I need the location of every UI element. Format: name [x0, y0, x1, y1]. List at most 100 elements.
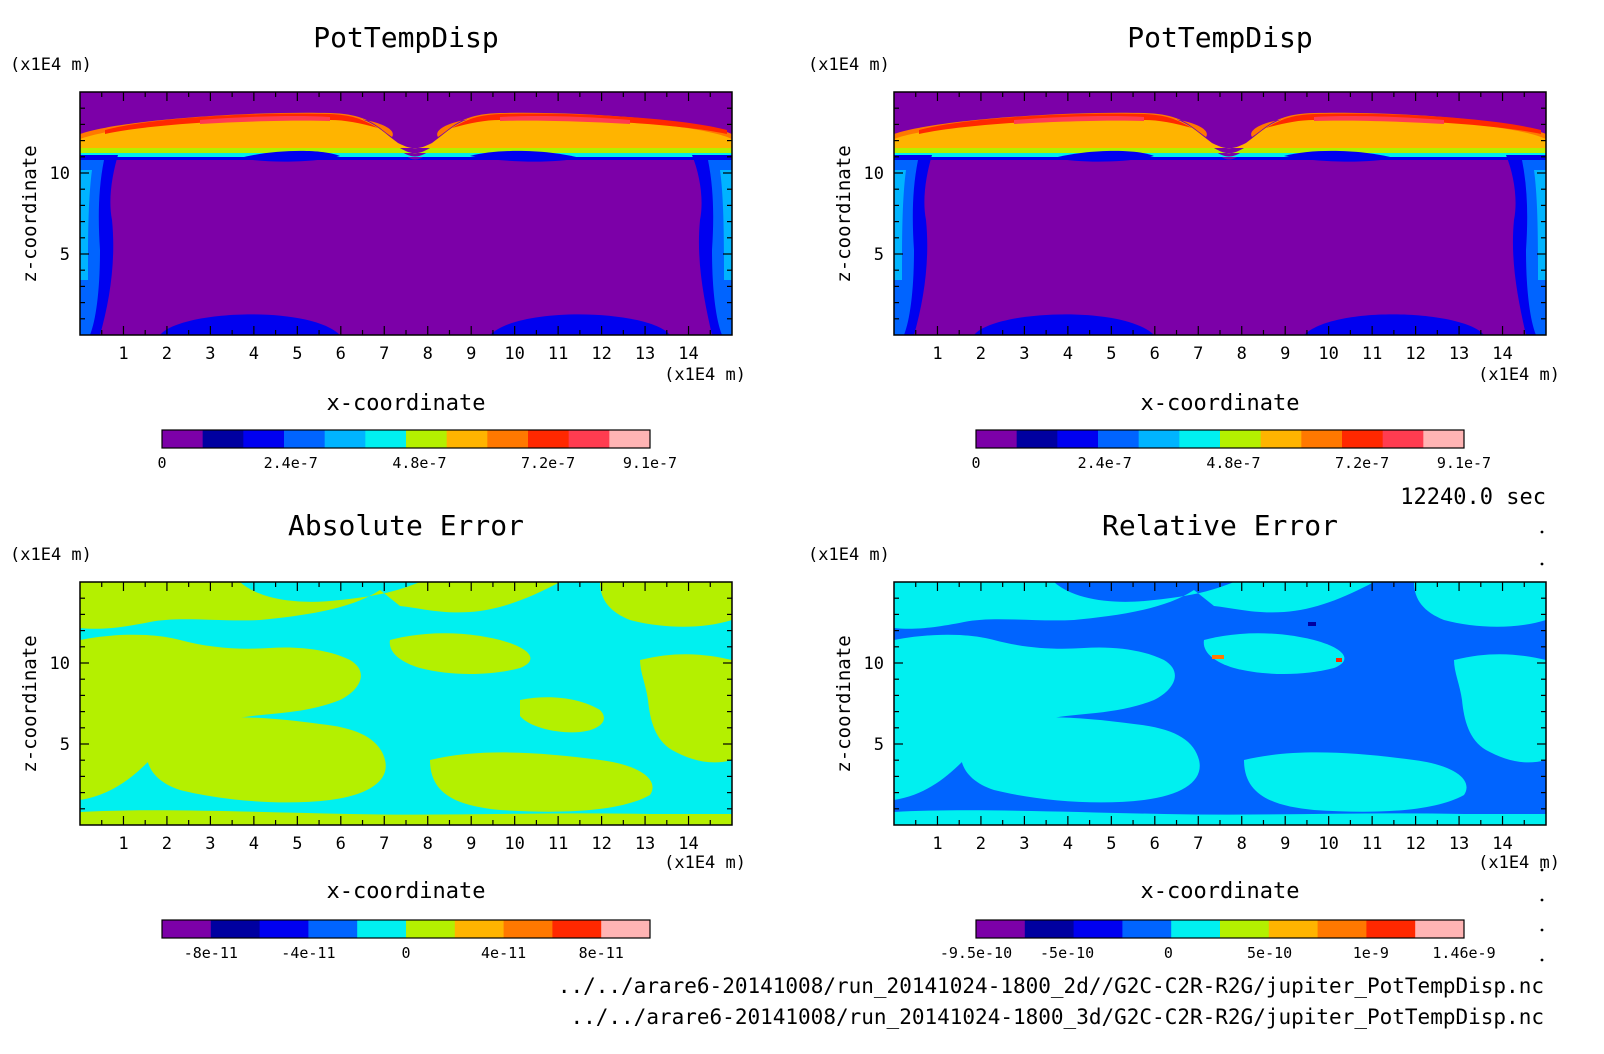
colorbar-tick-label: 7.2e-7 [1335, 454, 1389, 472]
colorbar-swatch [1073, 920, 1123, 938]
colorbar-tick-label: 5e-10 [1247, 944, 1292, 962]
bottom-dome-left [160, 314, 340, 335]
panel-title: PotTempDisp [313, 21, 498, 54]
x-tick-label: 11 [1362, 834, 1382, 854]
colorbar: -9.5e-10 -5e-10 0 5e-10 1e-9 1.46e-9 [940, 919, 1496, 962]
colorbar-swatch [454, 920, 505, 938]
colorbar-tick-label: 7.2e-7 [521, 454, 575, 472]
y-unit-label: (x1E4 m) [10, 55, 92, 75]
colorbar-tick-label: 0 [971, 454, 980, 472]
warm-layer-yellow [894, 113, 1546, 149]
error-spot-low [1308, 622, 1316, 626]
y-tick-label: 10 [864, 654, 884, 674]
colorbar-swatch [357, 920, 407, 938]
colorbar-swatch [406, 920, 456, 938]
colorbar-tick-label: 0 [157, 454, 166, 472]
footer-path-2d: ../../arare6-20141008/run_20141024-1800_… [557, 974, 1544, 998]
x-tick-label: 11 [1362, 344, 1382, 364]
y-axis-label: z-coordinate [19, 635, 41, 772]
x-unit-label: (x1E4 m) [1478, 853, 1560, 873]
x-tick-label: 4 [249, 344, 259, 364]
error-spot-high [1212, 655, 1224, 659]
y-unit-label: (x1E4 m) [10, 545, 92, 565]
footer-path-3d: ../../arare6-20141008/run_20141024-1800_… [570, 1005, 1544, 1029]
x-unit-label: (x1E4 m) [664, 853, 746, 873]
colorbar-swatch [446, 430, 488, 448]
x-tick-label: 2 [162, 344, 172, 364]
colorbar-tick-label: 4.8e-7 [1206, 454, 1260, 472]
warm-layer-core [1014, 116, 1444, 124]
colorbar-swatch [503, 920, 553, 938]
y-tick-label: 5 [60, 245, 70, 265]
error-patch-positive [520, 697, 604, 733]
error-patch-zero [960, 717, 1200, 803]
plot-area [80, 582, 732, 825]
colorbar-swatch [1057, 430, 1099, 448]
x-tick-label: 1 [932, 834, 942, 854]
x-tick-label: 7 [1193, 834, 1203, 854]
colorbar-tick-label: 4.8e-7 [392, 454, 446, 472]
x-tick-label: 5 [292, 344, 302, 364]
right-wall-plume-cyan [1534, 170, 1546, 280]
error-patch-positive [389, 633, 531, 674]
colorbar-swatch [1382, 430, 1424, 448]
inner-streak-right [1284, 150, 1394, 162]
warm-layer-yellow [80, 113, 732, 149]
colorbar-swatch [1268, 920, 1319, 938]
error-patch-zero [1244, 752, 1467, 812]
x-tick-label: 11 [548, 834, 568, 854]
x-tick-label: 7 [379, 834, 389, 854]
left-wall-plume-cyan [80, 170, 92, 280]
colorbar-tick-label: 4e-11 [481, 944, 526, 962]
x-tick-label: 6 [1150, 344, 1160, 364]
colorbar-swatch [1024, 920, 1075, 938]
x-tick-label: 13 [1449, 344, 1469, 364]
colorbar-swatch [1098, 430, 1140, 448]
panel-absolute-error: Absolute Error (x1E4 m) 1 2 3 4 5 6 7 8 9 10 11 12 1… [10, 509, 746, 962]
inner-streak-right [470, 150, 580, 162]
colorbar: -8e-11 -4e-11 0 4e-11 8e-11 [161, 919, 651, 962]
colorbar-tick-label: -9.5e-10 [940, 944, 1012, 962]
error-patch-zero [1454, 654, 1546, 763]
colorbar-swatch [609, 430, 651, 448]
panel-relative-error: Relative Error (x1E4 m) 1 2 3 4 5 6 7 8 9 10 11 12 1… [808, 509, 1560, 962]
colorbar-swatch [1122, 920, 1172, 938]
error-patch-positive [146, 717, 386, 803]
colorbar: 0 2.4e-7 4.8e-7 7.2e-7 9.1e-7 [971, 429, 1491, 472]
x-tick-label: 9 [466, 344, 476, 364]
x-tick-label: 14 [1492, 834, 1512, 854]
x-tick-label: 12 [1405, 344, 1425, 364]
colorbar-tick-label: 1e-9 [1353, 944, 1389, 962]
x-tick-label: 13 [635, 834, 655, 854]
colorbar-tick-label: -4e-11 [281, 944, 335, 962]
x-tick-label: 1 [118, 344, 128, 364]
x-tick-label: 4 [249, 834, 259, 854]
x-unit-label: (x1E4 m) [1478, 365, 1560, 385]
warm-layer-core [200, 116, 630, 124]
x-tick-label: 9 [1280, 834, 1290, 854]
colorbar-swatch [1366, 920, 1416, 938]
panel-pottempdisp-3d: PotTempDisp (x1E4 m) [808, 21, 1560, 472]
colorbar-frame [161, 919, 651, 939]
x-tick-label: 14 [678, 344, 698, 364]
plot-area [894, 92, 1546, 335]
x-tick-label: 12 [1405, 834, 1425, 854]
x-tick-label: 8 [1237, 344, 1247, 364]
x-tick-label: 10 [1318, 344, 1338, 364]
x-axis-label: x-coordinate [327, 391, 486, 416]
x-tick-label: 13 [635, 344, 655, 364]
colorbar-swatch [1220, 430, 1262, 448]
error-patch-positive [640, 654, 732, 763]
x-tick-label: 10 [504, 344, 524, 364]
bottom-dome-left [974, 314, 1154, 335]
left-wall-plume-cyan [894, 170, 906, 280]
inner-streak-left [240, 150, 340, 162]
colorbar-swatch [1317, 920, 1367, 938]
colorbar-tick-label: 2.4e-7 [264, 454, 318, 472]
colorbar-tick-label: 9.1e-7 [623, 454, 677, 472]
bottom-dome-right [490, 314, 670, 335]
error-patch-positive [80, 582, 560, 629]
colorbar-tick-label: 8e-11 [579, 944, 624, 962]
y-tick-label: 10 [50, 164, 70, 184]
